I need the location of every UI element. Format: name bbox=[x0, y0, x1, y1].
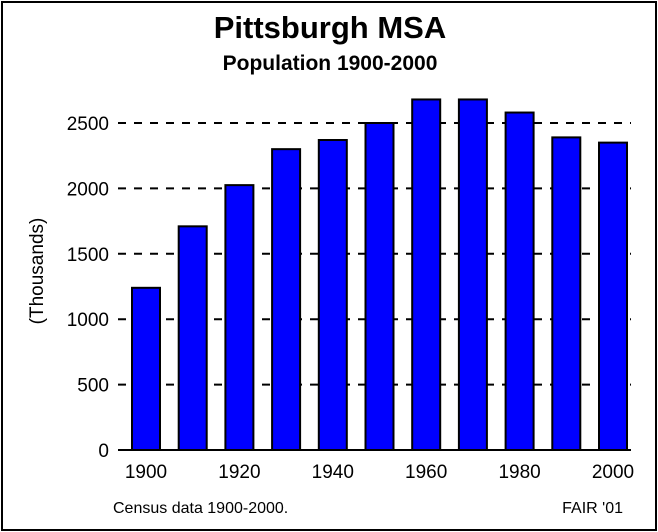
x-tick-label: 1940 bbox=[312, 462, 354, 483]
bar-1920 bbox=[224, 184, 255, 451]
x-tick-label: 1960 bbox=[405, 462, 447, 483]
bar-1990 bbox=[551, 136, 582, 451]
y-tick-label: 0 bbox=[98, 441, 109, 462]
bar-1970 bbox=[457, 98, 488, 452]
bar-1910 bbox=[177, 225, 208, 451]
credit-note: FAIR '01 bbox=[562, 500, 623, 517]
y-tick-label: 1000 bbox=[67, 310, 109, 331]
bar-1950 bbox=[364, 122, 395, 451]
bars bbox=[131, 98, 628, 452]
bar-1930 bbox=[271, 148, 302, 451]
x-tick-label: 1900 bbox=[125, 462, 167, 483]
chart-title: Pittsburgh MSA bbox=[214, 10, 447, 45]
y-tick-label: 500 bbox=[77, 376, 109, 397]
y-tick-label: 2000 bbox=[67, 179, 109, 200]
y-tick-label: 2500 bbox=[67, 114, 109, 135]
x-tick-label: 2000 bbox=[592, 462, 634, 483]
bar-1940 bbox=[317, 139, 348, 451]
chart-subtitle: Population 1900-2000 bbox=[223, 52, 438, 75]
bar-1960 bbox=[411, 98, 442, 452]
bar-1900 bbox=[131, 286, 161, 452]
bar-2000 bbox=[598, 141, 628, 451]
y-tick-labels: 0 500 1000 1500 2000 2500 bbox=[67, 114, 109, 462]
source-note: Census data 1900-2000. bbox=[113, 500, 288, 517]
y-tick-label: 1500 bbox=[67, 245, 109, 266]
chart: Pittsburgh MSA Population 1900-2000 (Tho… bbox=[27, 10, 634, 517]
y-axis-label: (Thousands) bbox=[27, 218, 48, 325]
bar-1980 bbox=[504, 111, 535, 451]
x-tick-labels: 1900 1920 1940 1960 1980 2000 bbox=[125, 462, 634, 483]
x-tick-label: 1920 bbox=[218, 462, 260, 483]
x-tick-label: 1980 bbox=[498, 462, 540, 483]
